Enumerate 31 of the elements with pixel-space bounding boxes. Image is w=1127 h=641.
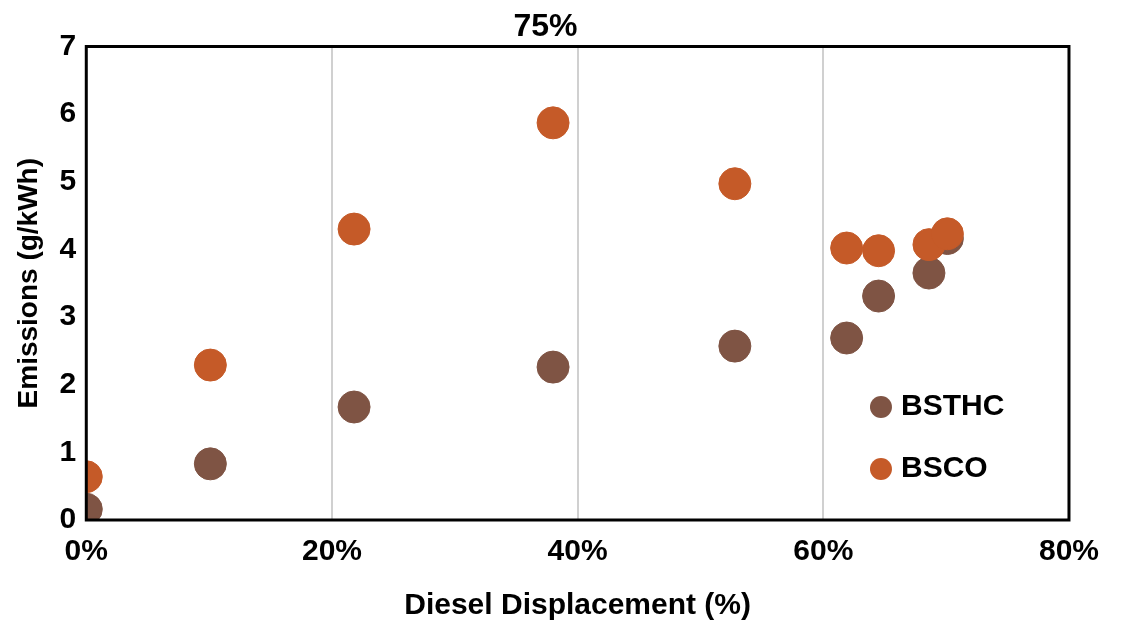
- point: [193, 348, 227, 382]
- point: [337, 212, 371, 246]
- point: [862, 234, 896, 268]
- legend-label: BSTHC: [900, 388, 1005, 422]
- point: [193, 447, 227, 481]
- y-tick-label: 5: [59, 162, 77, 196]
- chart-title: 75%: [513, 7, 578, 44]
- x-tick-label: 60%: [793, 533, 854, 567]
- x-axis-title: Diesel Displacement (%): [404, 587, 752, 621]
- x-tick-label: 0%: [64, 533, 108, 567]
- point: [830, 321, 864, 355]
- x-tick-label: 80%: [1038, 533, 1099, 567]
- point: [536, 350, 570, 384]
- x-tick-label: 40%: [547, 533, 608, 567]
- point: [718, 329, 752, 363]
- y-axis-title: Emissions (g/kWh): [11, 157, 43, 409]
- x-tick-label: 20%: [301, 533, 362, 567]
- y-tick-label: 3: [59, 298, 77, 332]
- y-tick-label: 7: [59, 27, 77, 61]
- point: [830, 231, 864, 265]
- y-tick-label: 6: [59, 95, 77, 129]
- y-tick-label: 4: [59, 230, 77, 264]
- point: [862, 279, 896, 313]
- y-tick-label: 0: [59, 501, 77, 535]
- legend-label: BSCO: [900, 450, 988, 484]
- y-tick-label: 2: [59, 365, 77, 399]
- point: [912, 256, 946, 290]
- point: [536, 106, 570, 140]
- point: [337, 390, 371, 424]
- y-tick-label: 1: [59, 433, 77, 467]
- point: [718, 167, 752, 201]
